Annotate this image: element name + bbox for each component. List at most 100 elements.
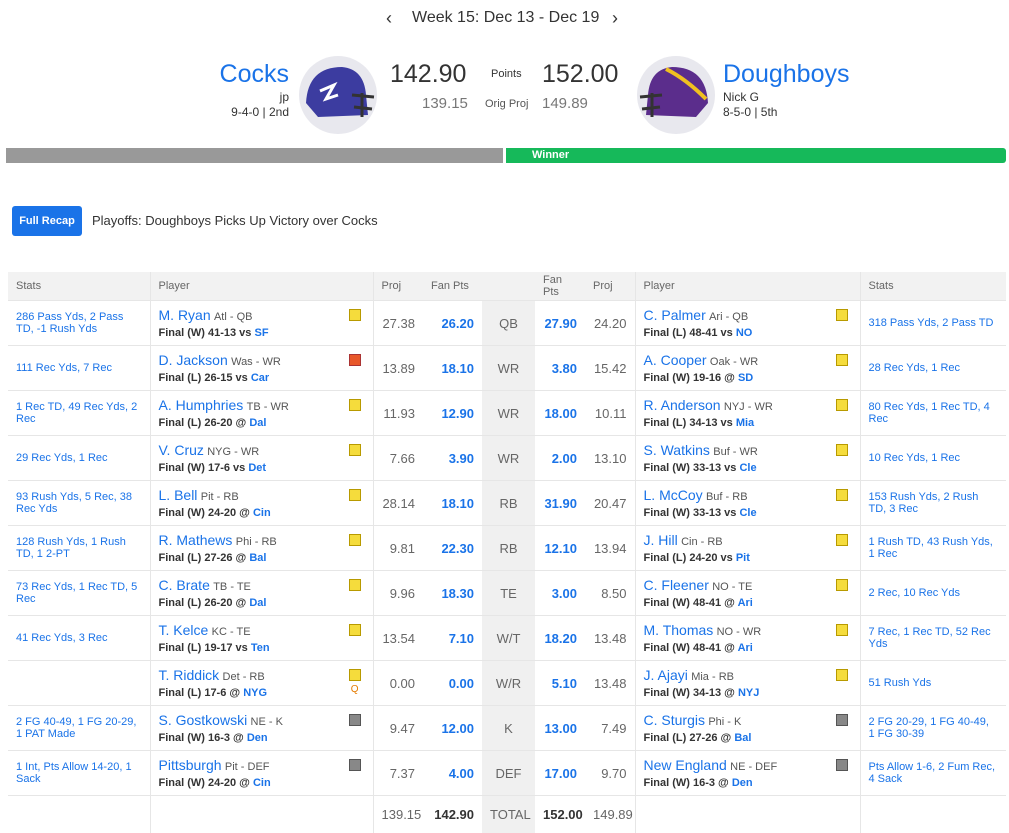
stats[interactable]: 1 Rec TD, 49 Rec Yds, 2 Rec bbox=[8, 390, 150, 436]
notes-icon[interactable] bbox=[348, 759, 361, 771]
player-name[interactable]: R. Mathews bbox=[158, 532, 233, 548]
fan-pts[interactable]: 12.00 bbox=[423, 705, 482, 751]
stats[interactable]: 29 Rec Yds, 1 Rec bbox=[8, 435, 150, 481]
opponent[interactable]: Cin bbox=[252, 777, 271, 789]
player-name[interactable]: C. Fleener bbox=[643, 577, 709, 593]
opponent[interactable]: Det bbox=[248, 462, 267, 474]
player-name[interactable]: S. Watkins bbox=[643, 442, 710, 458]
opponent[interactable]: Dal bbox=[249, 417, 267, 429]
stats[interactable]: 1 Int, Pts Allow 14-20, 1 Sack bbox=[8, 750, 150, 796]
stats[interactable]: 2 FG 40-49, 1 FG 20-29, 1 PAT Made bbox=[8, 705, 150, 751]
stats[interactable]: 51 Rush Yds bbox=[859, 660, 1006, 706]
player-name[interactable]: New England bbox=[643, 757, 727, 773]
stats[interactable]: 7 Rec, 1 Rec TD, 52 Rec Yds bbox=[859, 615, 1006, 661]
opponent[interactable]: Ari bbox=[737, 597, 753, 609]
opponent[interactable]: SD bbox=[737, 372, 754, 384]
notes-icon[interactable] bbox=[835, 354, 848, 366]
player-name[interactable]: M. Ryan bbox=[158, 307, 211, 323]
stats[interactable]: 318 Pass Yds, 2 Pass TD bbox=[859, 300, 1006, 346]
notes-icon[interactable] bbox=[348, 534, 361, 546]
stats[interactable]: 2 FG 20-29, 1 FG 40-49, 1 FG 30-39 bbox=[859, 705, 1006, 751]
recap-button[interactable]: Full Recap bbox=[12, 206, 82, 236]
notes-icon[interactable] bbox=[835, 669, 848, 681]
opponent[interactable]: NO bbox=[735, 327, 753, 339]
player-name[interactable]: Pittsburgh bbox=[158, 757, 222, 773]
player-name[interactable]: T. Kelce bbox=[158, 622, 209, 638]
next-week[interactable]: › bbox=[612, 8, 618, 28]
fan-pts[interactable]: 26.20 bbox=[423, 300, 482, 346]
fan-pts[interactable]: 3.80 bbox=[535, 345, 585, 391]
player-name[interactable]: T. Riddick bbox=[158, 667, 220, 683]
opponent[interactable]: Bal bbox=[734, 732, 752, 744]
player-name[interactable]: J. Ajayi bbox=[643, 667, 688, 683]
opponent[interactable]: Cle bbox=[739, 462, 757, 474]
fan-pts[interactable]: 0.00 bbox=[423, 660, 482, 706]
notes-icon[interactable] bbox=[348, 444, 361, 456]
opponent[interactable]: Den bbox=[246, 732, 268, 744]
fan-pts[interactable]: 2.00 bbox=[535, 435, 585, 481]
fan-pts[interactable]: 13.00 bbox=[535, 705, 585, 751]
fan-pts[interactable]: 18.30 bbox=[423, 570, 482, 616]
opponent[interactable]: Ari bbox=[737, 642, 753, 654]
stats[interactable]: 128 Rush Yds, 1 Rush TD, 1 2-PT bbox=[8, 525, 150, 571]
notes-icon[interactable] bbox=[835, 579, 848, 591]
stats[interactable]: 153 Rush Yds, 2 Rush TD, 3 Rec bbox=[859, 480, 1006, 526]
fan-pts[interactable]: 4.00 bbox=[423, 750, 482, 796]
team-name[interactable]: Cocks bbox=[219, 60, 289, 88]
player-name[interactable]: L. McCoy bbox=[643, 487, 703, 503]
opponent[interactable]: Pit bbox=[735, 552, 750, 564]
fan-pts[interactable]: 12.10 bbox=[535, 525, 585, 571]
player-name[interactable]: J. Hill bbox=[643, 532, 678, 548]
player-name[interactable]: C. Sturgis bbox=[643, 712, 705, 728]
stats[interactable]: 80 Rec Yds, 1 Rec TD, 4 Rec bbox=[859, 390, 1006, 436]
stats[interactable]: 111 Rec Yds, 7 Rec bbox=[8, 345, 150, 391]
fan-pts[interactable]: 12.90 bbox=[423, 390, 482, 436]
notes-icon[interactable] bbox=[835, 309, 848, 321]
team-name[interactable]: Doughboys bbox=[723, 60, 850, 88]
opponent[interactable]: Den bbox=[731, 777, 753, 789]
stats[interactable]: 73 Rec Yds, 1 Rec TD, 5 Rec bbox=[8, 570, 150, 616]
player-name[interactable]: C. Brate bbox=[158, 577, 210, 593]
player-name[interactable]: R. Anderson bbox=[643, 397, 721, 413]
prev-week[interactable]: ‹ bbox=[386, 8, 392, 28]
fan-pts[interactable]: 18.20 bbox=[535, 615, 585, 661]
opponent[interactable]: Bal bbox=[249, 552, 267, 564]
notes-icon[interactable] bbox=[835, 489, 848, 501]
player-name[interactable]: L. Bell bbox=[158, 487, 198, 503]
notes-icon[interactable] bbox=[348, 354, 361, 366]
stats[interactable]: 41 Rec Yds, 3 Rec bbox=[8, 615, 150, 661]
notes-icon[interactable] bbox=[348, 579, 361, 591]
stats[interactable]: 28 Rec Yds, 1 Rec bbox=[859, 345, 1006, 391]
notes-icon[interactable] bbox=[348, 669, 361, 681]
notes-icon[interactable] bbox=[348, 624, 361, 636]
notes-icon[interactable] bbox=[348, 399, 361, 411]
stats[interactable]: 10 Rec Yds, 1 Rec bbox=[859, 435, 1006, 481]
notes-icon[interactable] bbox=[835, 399, 848, 411]
player-name[interactable]: C. Palmer bbox=[643, 307, 706, 323]
notes-icon[interactable] bbox=[835, 714, 848, 726]
notes-icon[interactable] bbox=[348, 714, 361, 726]
fan-pts[interactable]: 22.30 bbox=[423, 525, 482, 571]
notes-icon[interactable] bbox=[835, 534, 848, 546]
player-name[interactable]: A. Cooper bbox=[643, 352, 707, 368]
opponent[interactable]: Car bbox=[250, 372, 270, 384]
stats[interactable]: 93 Rush Yds, 5 Rec, 38 Rec Yds bbox=[8, 480, 150, 526]
opponent[interactable]: Cin bbox=[252, 507, 271, 519]
notes-icon[interactable] bbox=[835, 624, 848, 636]
stats[interactable]: 286 Pass Yds, 2 Pass TD, -1 Rush Yds bbox=[8, 300, 150, 346]
fan-pts[interactable]: 7.10 bbox=[423, 615, 482, 661]
notes-icon[interactable] bbox=[348, 489, 361, 501]
fan-pts[interactable]: 3.00 bbox=[535, 570, 585, 616]
player-name[interactable]: M. Thomas bbox=[643, 622, 714, 638]
fan-pts[interactable]: 3.90 bbox=[423, 435, 482, 481]
stats[interactable]: 1 Rush TD, 43 Rush Yds, 1 Rec bbox=[859, 525, 1006, 571]
player-name[interactable]: S. Gostkowski bbox=[158, 712, 248, 728]
opponent[interactable]: NYG bbox=[243, 687, 268, 699]
fan-pts[interactable]: 31.90 bbox=[535, 480, 585, 526]
stats[interactable]: 2 Rec, 10 Rec Yds bbox=[859, 570, 1006, 616]
fan-pts[interactable]: 18.10 bbox=[423, 480, 482, 526]
opponent[interactable]: Ten bbox=[250, 642, 270, 654]
player-name[interactable]: A. Humphries bbox=[158, 397, 244, 413]
opponent[interactable]: Cle bbox=[739, 507, 757, 519]
opponent[interactable]: Dal bbox=[249, 597, 267, 609]
